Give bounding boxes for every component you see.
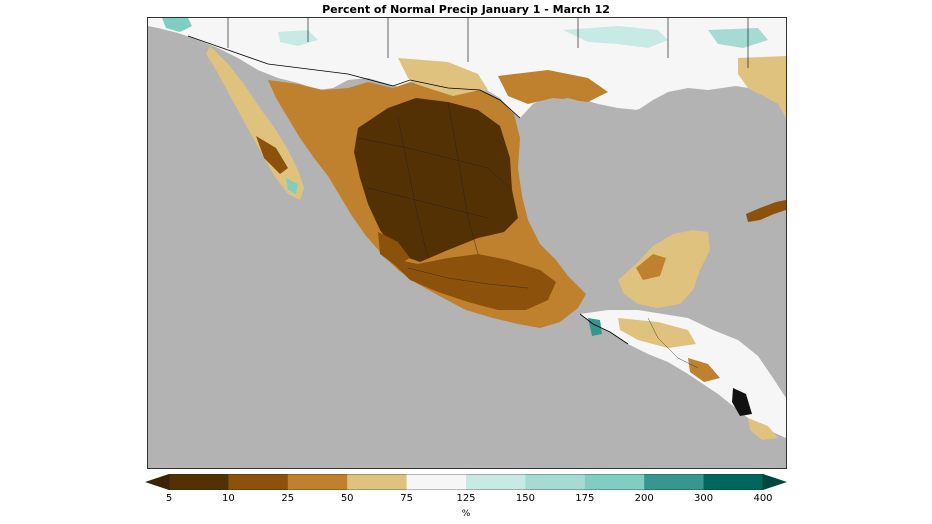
costa-rica-dry [748, 418, 778, 440]
colorbar-tick-label: 50 [340, 493, 354, 504]
colorbar-tick-label: 200 [634, 493, 654, 504]
colorbar-ticks: 5 10 25 50 75 125 150 175 200 300 400 [0, 493, 932, 507]
dry-tx-south [498, 70, 608, 104]
us-mexico-border [187, 35, 521, 119]
colorbar-segments [169, 474, 764, 490]
colorbar-tick-label: 5 [165, 493, 173, 504]
colorbar-under-triangle [145, 474, 169, 490]
map-title: Percent of Normal Precip January 1 - Mar… [322, 3, 610, 16]
colorbar-tick-label: 300 [694, 493, 714, 504]
state-lines-us [227, 18, 749, 68]
colorbar-tick-label: 150 [515, 493, 535, 504]
guatemala-dry [618, 318, 696, 348]
mx-state-line-5 [407, 267, 529, 289]
wet-patch-ca [162, 18, 192, 32]
yucatan [618, 230, 710, 308]
lake-nicaragua [732, 388, 752, 416]
colorbar-segment [228, 474, 289, 490]
mexico-guatemala-border [579, 313, 629, 345]
colorbar-over-triangle [763, 474, 787, 490]
colorbar-segment [584, 474, 645, 490]
colorbar-segment [169, 474, 229, 490]
colorbar-svg [145, 473, 787, 491]
dry-tx-west [398, 58, 488, 98]
map-canvas [148, 18, 786, 468]
wet-patch-tx-north [563, 26, 668, 48]
gulf-of-mexico [516, 90, 786, 280]
mx-state-line-1 [357, 137, 511, 189]
colorbar-tick-label: 175 [575, 493, 595, 504]
colorbar-tick-label: 125 [456, 493, 476, 504]
colorbar-segment [347, 474, 408, 490]
mx-state-line-4 [447, 101, 479, 255]
colorbar-tick-label: 10 [222, 493, 235, 504]
state-borders-mexico [357, 101, 699, 369]
mx-state-line-3 [397, 117, 429, 259]
baja-wet-tip [286, 178, 298, 194]
colorbar [145, 473, 787, 491]
colorbar-segment [406, 474, 467, 490]
mexico-jalisco-dry [378, 232, 410, 266]
baja-dry-core [256, 136, 288, 174]
yucatan-dry-patch [636, 254, 666, 280]
colorbar-segment [703, 474, 764, 490]
colorbar-tick-label: 25 [281, 493, 295, 504]
honduras-dry [688, 358, 720, 382]
precip-map [147, 17, 787, 469]
colorbar-tick-label: 400 [753, 493, 773, 504]
colorbar-unit: % [461, 509, 471, 519]
cuba [746, 200, 786, 222]
ca-state-lines [647, 317, 699, 369]
colorbar-tick-label: 75 [400, 493, 413, 504]
mx-state-line-2 [367, 187, 489, 219]
colorbar-segment [287, 474, 348, 490]
mexico-driest-core [354, 98, 518, 262]
country-borders [187, 18, 749, 345]
mexico-south-dry [388, 254, 556, 310]
colorbar-segment [644, 474, 705, 490]
wet-patch-southeast [708, 28, 768, 48]
colorbar-segment [466, 474, 526, 490]
colorbar-segment [525, 474, 586, 490]
